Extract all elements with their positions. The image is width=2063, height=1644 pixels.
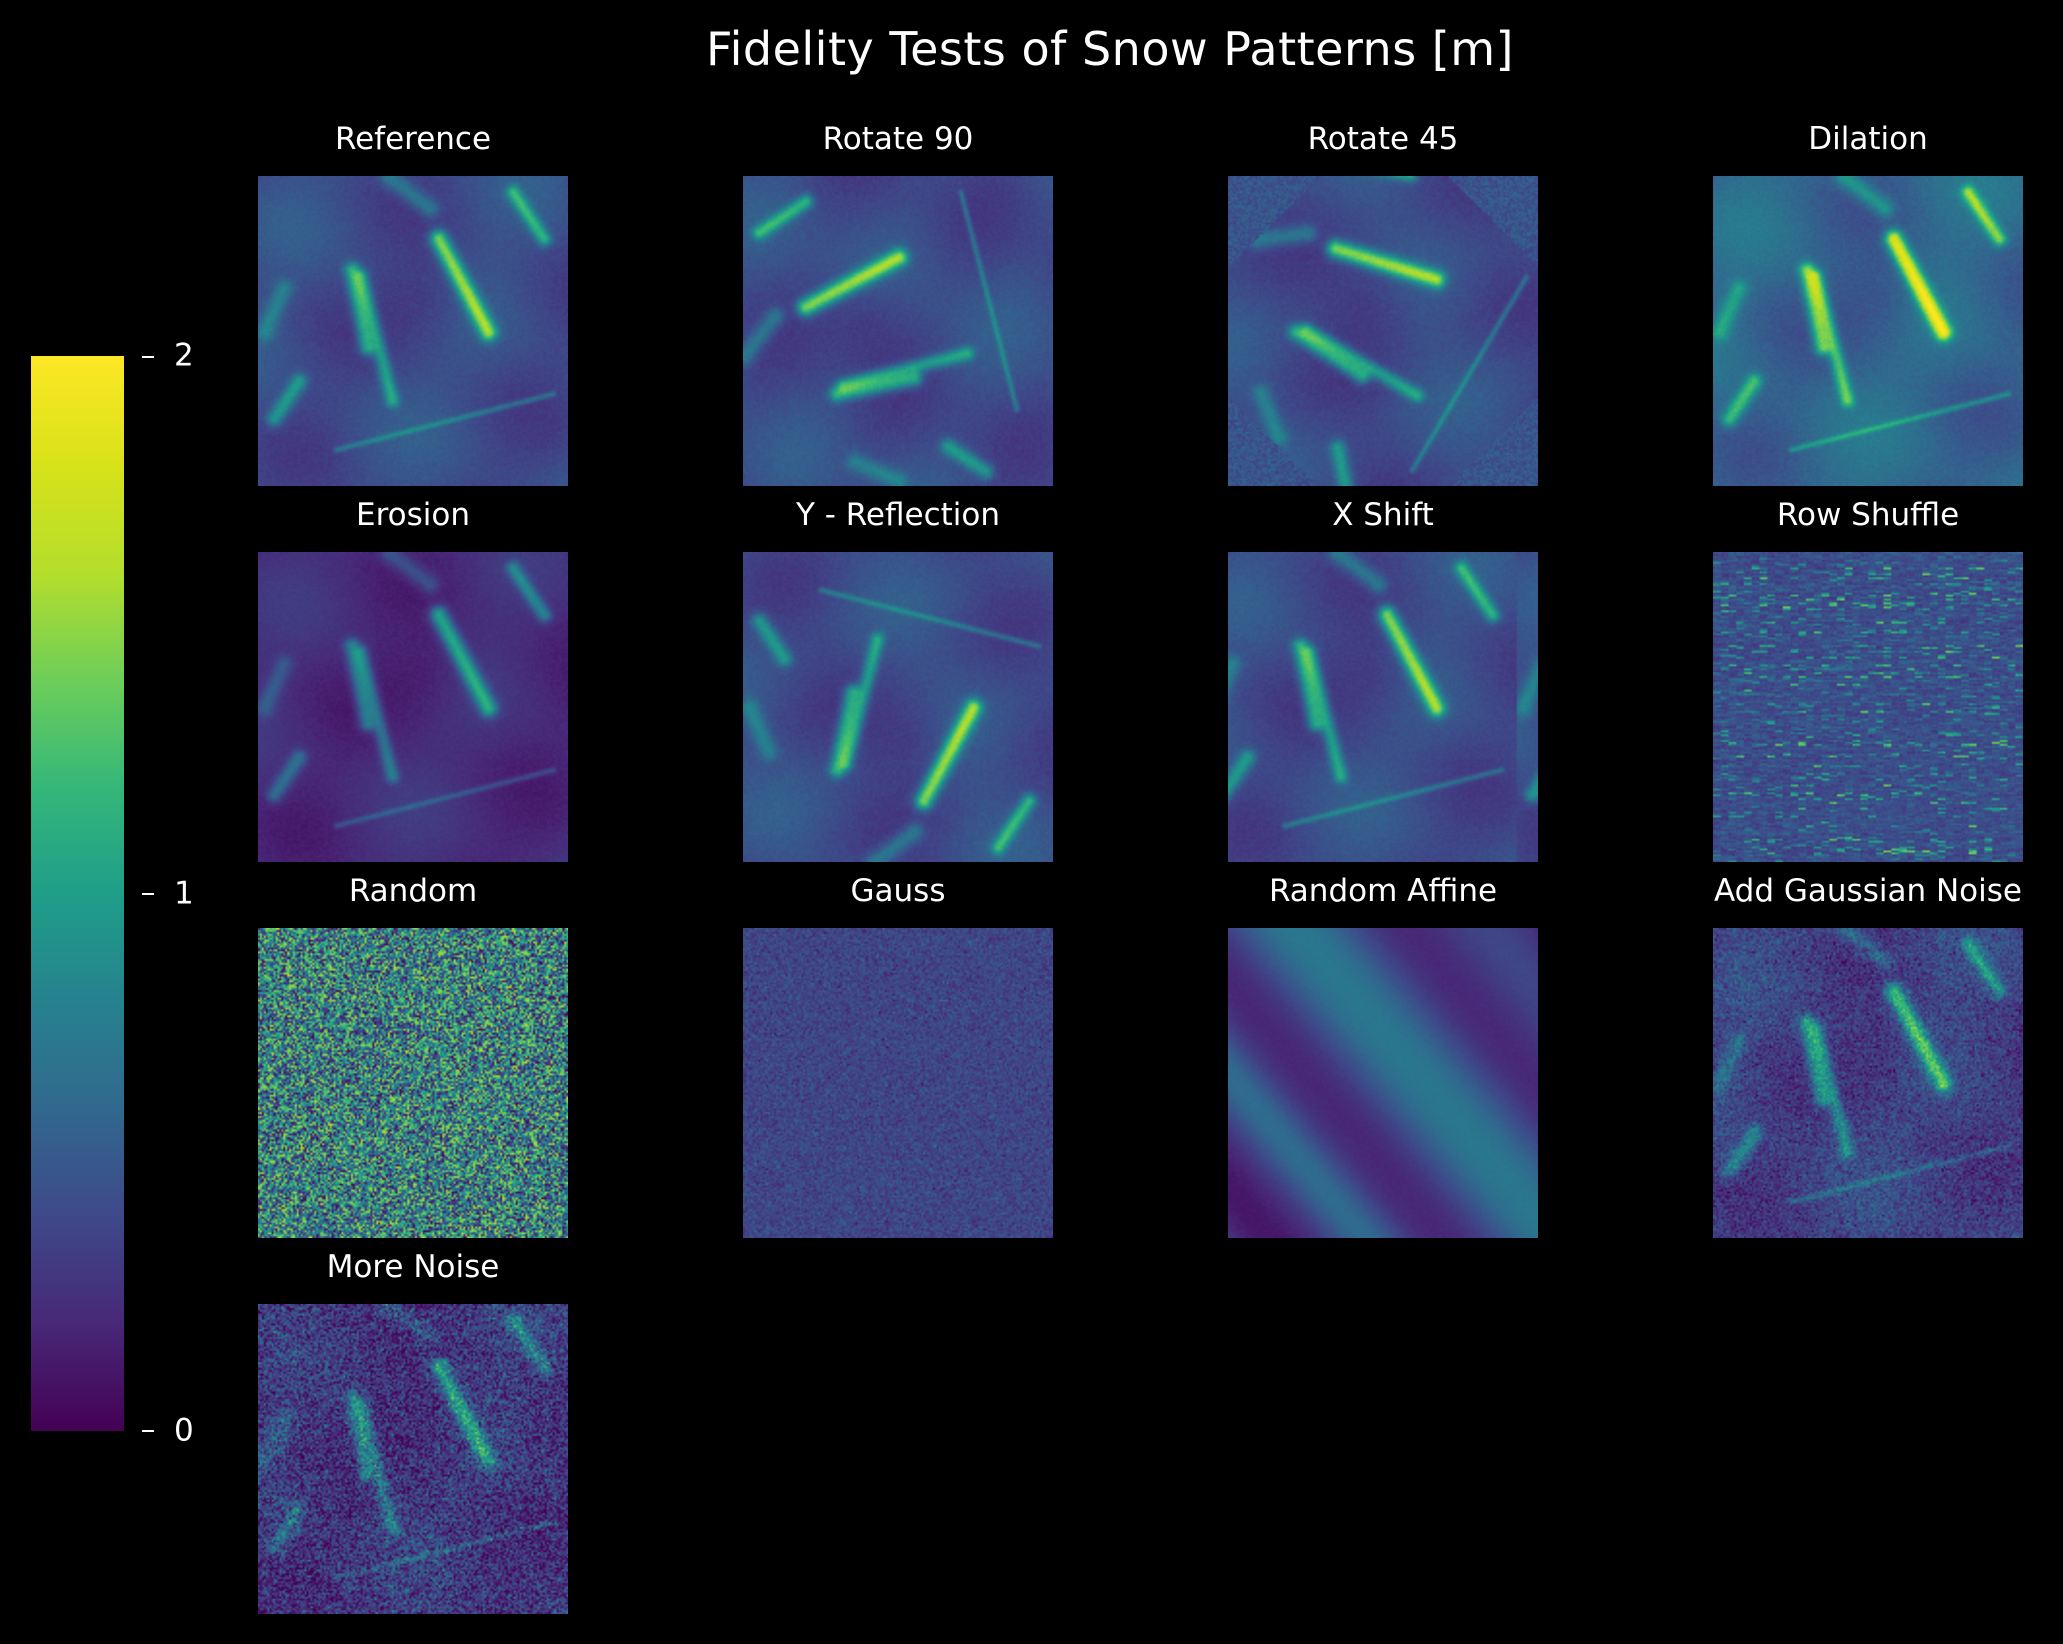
figure-title: Fidelity Tests of Snow Patterns [m] — [706, 22, 1514, 76]
heatmap-image — [743, 176, 1053, 486]
heatmap-image — [1228, 928, 1538, 1238]
heatmap-image — [1228, 176, 1538, 486]
heatmap-image — [258, 928, 568, 1238]
panel-title: Gauss — [850, 873, 946, 909]
panel-title: Random Affine — [1268, 873, 1498, 909]
heatmap-image — [743, 552, 1053, 862]
colorbar-tick-1 — [142, 893, 154, 895]
panel-title: Rotate 90 — [822, 121, 974, 157]
colorbar-gradient — [31, 356, 124, 1431]
heatmap-image — [1713, 176, 2023, 486]
heatmap-image — [258, 1304, 568, 1614]
colorbar-tick-0 — [142, 1430, 154, 1432]
panel-title: Erosion — [356, 497, 470, 533]
heatmap-image — [258, 552, 568, 862]
colorbar-label-1: 1 — [174, 875, 194, 912]
heatmap-image — [1228, 552, 1538, 862]
colorbar-label-0: 0 — [174, 1412, 194, 1449]
panel-title: Rotate 45 — [1307, 121, 1459, 157]
panel-title: X Shift — [1332, 497, 1434, 533]
panel-title: More Noise — [326, 1249, 500, 1285]
colorbar-tick-2 — [142, 356, 154, 358]
panel-title: Y - Reflection — [795, 497, 1001, 533]
panel-title: Add Gaussian Noise — [1714, 873, 2022, 909]
colorbar: 2 1 0 — [31, 340, 194, 1446]
panel-title: Dilation — [1808, 121, 1928, 157]
colorbar-label-2: 2 — [174, 337, 194, 374]
heatmap-image — [743, 928, 1053, 1238]
panel-title: Random — [348, 873, 478, 909]
panel-title: Row Shuffle — [1776, 497, 1960, 533]
heatmap-image — [1713, 928, 2023, 1238]
panel-title: Reference — [334, 121, 492, 157]
heatmap-image — [1713, 552, 2023, 862]
heatmap-image — [258, 176, 568, 486]
